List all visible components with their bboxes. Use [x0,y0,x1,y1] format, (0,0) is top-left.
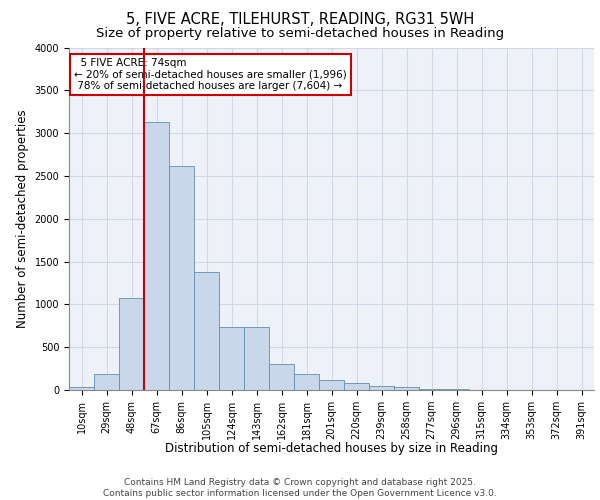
Text: Size of property relative to semi-detached houses in Reading: Size of property relative to semi-detach… [96,28,504,40]
Bar [119,298,144,390]
Text: 5 FIVE ACRE: 74sqm
← 20% of semi-detached houses are smaller (1,996)
 78% of sem: 5 FIVE ACRE: 74sqm ← 20% of semi-detache… [74,58,347,91]
Bar [69,388,94,390]
Bar [294,374,319,390]
Y-axis label: Number of semi-detached properties: Number of semi-detached properties [16,110,29,328]
Text: Contains HM Land Registry data © Crown copyright and database right 2025.
Contai: Contains HM Land Registry data © Crown c… [103,478,497,498]
X-axis label: Distribution of semi-detached houses by size in Reading: Distribution of semi-detached houses by … [165,442,498,455]
Bar [369,386,394,390]
Bar [244,328,269,390]
Bar [144,122,169,390]
Bar [94,374,119,390]
Bar [319,380,344,390]
Bar [419,388,444,390]
Bar [219,328,244,390]
Bar [394,388,419,390]
Bar [444,389,469,390]
Bar [269,364,294,390]
Text: 5, FIVE ACRE, TILEHURST, READING, RG31 5WH: 5, FIVE ACRE, TILEHURST, READING, RG31 5… [126,12,474,28]
Bar [169,166,194,390]
Bar [194,272,219,390]
Bar [344,383,369,390]
